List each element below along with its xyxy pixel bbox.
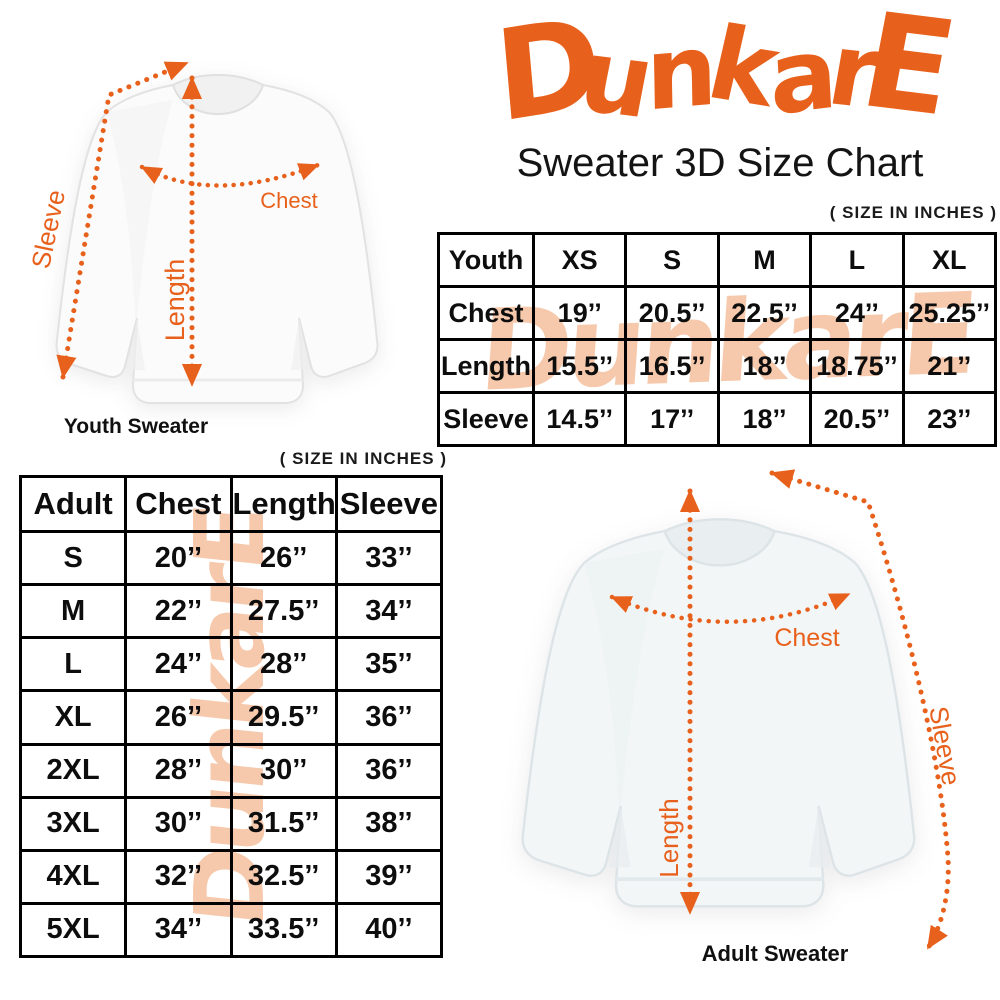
size-value-cell: 18’’: [716, 338, 813, 394]
column-header: Sleeve: [334, 475, 444, 533]
chest-measure-label: Chest: [774, 624, 839, 652]
chest-measure-label: Chest: [260, 188, 317, 213]
size-value-cell: 31.5’’: [229, 795, 338, 852]
size-row: Length 15.5’’ 16.5’’ 18’’ 18.75’’ 21’’: [437, 338, 998, 394]
size-value-cell: 20.5’’: [809, 391, 905, 447]
page-title: Sweater 3D Size Chart: [516, 141, 924, 185]
row-label-cell: XL: [18, 689, 128, 746]
size-value-cell: 34’’: [124, 901, 233, 959]
size-value-cell: 39’’: [334, 848, 444, 905]
chest-measure-arrow: [139, 162, 321, 188]
size-value-cell: 15.5’’: [531, 338, 628, 394]
size-value-cell: 26’’: [124, 689, 233, 746]
header-row: Youth XS S M L XL: [437, 232, 998, 288]
row-label-cell: 3XL: [18, 795, 128, 852]
sleeve-measure-label: Sleeve: [923, 704, 966, 788]
size-value-cell: 21’’: [901, 338, 998, 394]
row-label-cell: Length: [437, 338, 535, 394]
sleeve-measure-arrow: [769, 469, 951, 951]
size-value-cell: 26’’: [229, 529, 338, 587]
size-value-cell: 22’’: [124, 583, 233, 640]
size-row: M 22’’ 27.5’’ 34’’: [18, 583, 444, 640]
row-label-cell: Sleeve: [437, 391, 535, 447]
size-value-cell: 28’’: [229, 636, 338, 693]
adult-sweater-diagram: Chest Length Sleeve: [521, 469, 967, 951]
size-value-cell: 24’’: [809, 285, 905, 341]
row-label-cell: 5XL: [18, 901, 128, 959]
size-value-cell: 34’’: [334, 583, 444, 640]
size-value-cell: 40’’: [334, 901, 444, 959]
column-header: S: [624, 232, 720, 288]
size-value-cell: 18’’: [716, 391, 813, 447]
size-value-cell: 22.5’’: [716, 285, 813, 341]
youth-size-note: ( SIZE IN INCHES ): [829, 203, 997, 222]
size-value-cell: 25.25’’: [901, 285, 998, 341]
column-header: L: [809, 232, 905, 288]
size-row: 5XL 34’’ 33.5’’ 40’’: [18, 901, 444, 959]
size-value-cell: 38’’: [334, 795, 444, 852]
size-row: 4XL 32’’ 32.5’’ 39’’: [18, 848, 444, 905]
youth-size-table: Youth XS S M L XL Chest 19’’ 20.5’’ 22.5’’ 24’’ 25.…: [437, 232, 998, 447]
adult-size-note: ( SIZE IN INCHES ): [279, 449, 447, 468]
row-label-cell: Chest: [437, 285, 535, 341]
size-value-cell: 33.5’’: [229, 901, 338, 959]
column-header: M: [716, 232, 813, 288]
row-label-cell: M: [18, 583, 128, 640]
youth-diagram-caption: Youth Sweater: [63, 415, 209, 438]
size-value-cell: 28’’: [124, 742, 233, 799]
size-value-cell: 32.5’’: [229, 848, 338, 905]
row-label-cell: S: [18, 529, 128, 587]
row-label-cell: 4XL: [18, 848, 128, 905]
size-value-cell: 27.5’’: [229, 583, 338, 640]
size-value-cell: 29.5’’: [229, 689, 338, 746]
size-row: Chest 19’’ 20.5’’ 22.5’’ 24’’ 25.25’’: [437, 285, 998, 341]
size-value-cell: 35’’: [334, 636, 444, 693]
size-row: Sleeve 14.5’’ 17’’ 18’’ 20.5’’ 23’’: [437, 391, 998, 447]
size-value-cell: 16.5’’: [624, 338, 720, 394]
size-row: 3XL 30’’ 31.5’’ 38’’: [18, 795, 444, 852]
row-label-cell: L: [18, 636, 128, 693]
size-value-cell: 36’’: [334, 742, 444, 799]
column-header: Adult: [18, 475, 128, 533]
adult-sweater-illustration: [521, 518, 916, 908]
sleeve-measure-label: Sleeve: [25, 187, 71, 271]
column-header: Chest: [124, 475, 233, 533]
size-value-cell: 33’’: [334, 529, 444, 587]
sleeve-measure-arrow: [56, 60, 190, 380]
size-value-cell: 14.5’’: [531, 391, 628, 447]
size-value-cell: 20’’: [124, 529, 233, 587]
adult-diagram-caption: Adult Sweater: [701, 941, 849, 966]
size-row: XL 26’’ 29.5’’ 36’’: [18, 689, 444, 746]
size-row: L 24’’ 28’’ 35’’: [18, 636, 444, 693]
youth-sweater-diagram: Chest Length Sleeve: [25, 60, 379, 404]
youth-sweater-illustration: [55, 73, 379, 404]
length-measure-label: Length: [160, 259, 190, 342]
column-header: XL: [901, 232, 998, 288]
column-header: Youth: [437, 232, 535, 288]
size-value-cell: 24’’: [124, 636, 233, 693]
size-value-cell: 23’’: [901, 391, 998, 447]
length-measure-label: Length: [654, 798, 684, 878]
size-value-cell: 36’’: [334, 689, 444, 746]
size-value-cell: 19’’: [531, 285, 628, 341]
size-value-cell: 18.75’’: [809, 338, 905, 394]
column-header: XS: [531, 232, 628, 288]
size-row: S 20’’ 26’’ 33’’: [18, 529, 444, 587]
size-value-cell: 20.5’’: [624, 285, 720, 341]
adult-size-table: Adult Chest Length Sleeve S 20’’ 26’’ 33’’ M 22’’…: [18, 475, 444, 959]
column-header: Length: [229, 475, 338, 533]
size-row: 2XL 28’’ 30’’ 36’’: [18, 742, 444, 799]
size-value-cell: 30’’: [229, 742, 338, 799]
row-label-cell: 2XL: [18, 742, 128, 799]
size-value-cell: 30’’: [124, 795, 233, 852]
header-row: Adult Chest Length Sleeve: [18, 475, 444, 533]
size-value-cell: 17’’: [624, 391, 720, 447]
size-value-cell: 32’’: [124, 848, 233, 905]
brand-logo: DunkarE: [437, 0, 1000, 151]
